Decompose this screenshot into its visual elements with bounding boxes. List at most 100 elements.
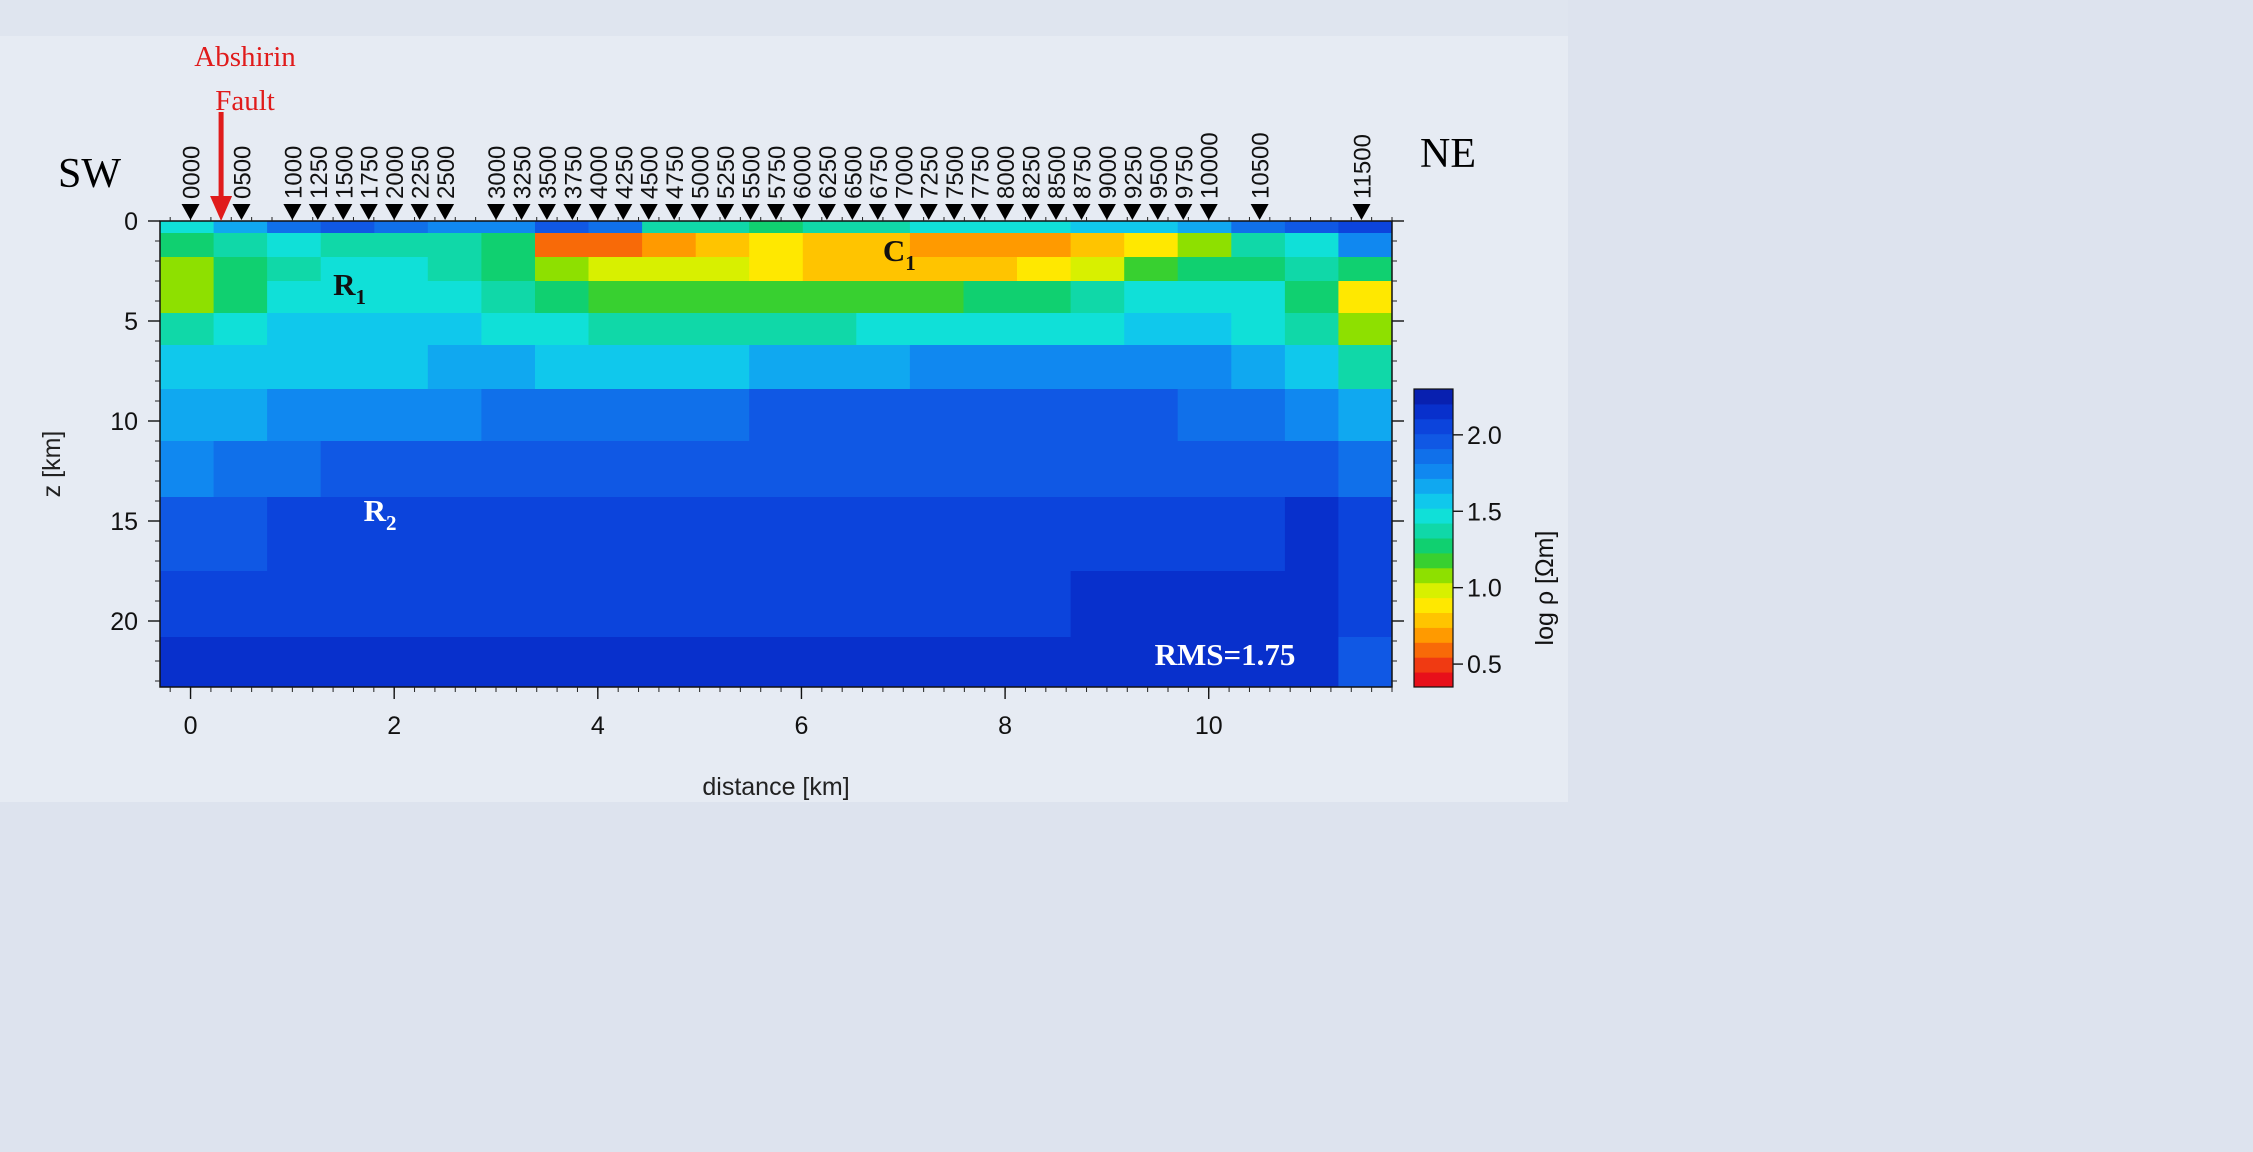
station-marker bbox=[537, 204, 556, 220]
colorbar-tick-label: 0.5 bbox=[1467, 651, 1502, 679]
model-cell bbox=[1284, 637, 1340, 687]
model-cell bbox=[588, 313, 643, 346]
model-cell bbox=[963, 389, 1018, 442]
rms-label: RMS=1.75 bbox=[1155, 637, 1296, 672]
model-cell bbox=[749, 257, 804, 282]
station-label: 2500 bbox=[433, 146, 460, 199]
model-cell bbox=[1070, 233, 1125, 258]
model-cell bbox=[320, 441, 375, 498]
model-cell bbox=[374, 441, 429, 498]
model-cell bbox=[1017, 313, 1072, 346]
station-marker bbox=[919, 204, 938, 220]
model-cell bbox=[749, 345, 804, 390]
model-cell bbox=[267, 571, 322, 638]
model-cell bbox=[374, 345, 429, 390]
model-cell bbox=[374, 571, 429, 638]
x-tick-label: 0 bbox=[184, 712, 198, 740]
station-label: 9500 bbox=[1146, 146, 1173, 199]
station-label: 7250 bbox=[917, 146, 944, 199]
model-cell bbox=[1284, 441, 1340, 498]
plot-frame bbox=[159, 220, 1393, 688]
model-cell bbox=[588, 257, 643, 282]
station-marker bbox=[232, 204, 251, 220]
model-cell bbox=[213, 497, 268, 572]
model-cell bbox=[1177, 221, 1232, 234]
model-cell bbox=[1231, 257, 1286, 282]
model-cell bbox=[481, 497, 536, 572]
station-label: 4250 bbox=[611, 146, 638, 199]
station-marker bbox=[970, 204, 989, 220]
model-cell bbox=[588, 233, 643, 258]
station-marker bbox=[767, 204, 785, 220]
model-cell bbox=[213, 345, 268, 390]
colorbar-swatch bbox=[1414, 642, 1453, 658]
model-cell bbox=[856, 571, 911, 638]
model-cell bbox=[695, 233, 750, 258]
model-cell bbox=[1338, 389, 1392, 442]
model-cell bbox=[213, 221, 268, 234]
model-cell bbox=[588, 389, 643, 442]
station-label: 11500 bbox=[1349, 134, 1376, 199]
model-cell bbox=[856, 221, 911, 234]
model-cell bbox=[427, 221, 482, 234]
model-cell bbox=[267, 637, 322, 687]
colorbar-swatch bbox=[1414, 657, 1453, 673]
station-label: 5250 bbox=[713, 146, 740, 199]
station-marker bbox=[614, 204, 633, 220]
model-cell bbox=[481, 441, 536, 498]
model-cell bbox=[1338, 345, 1392, 390]
model-cell bbox=[963, 345, 1018, 390]
model-cell bbox=[1231, 441, 1286, 498]
model-cell bbox=[963, 571, 1018, 638]
model-cell bbox=[802, 637, 857, 687]
model-cell bbox=[374, 389, 429, 442]
resistivity-section-figure: 0 2 4 6 8 10 0 5 10 15 20 distance [km] z [km] SW NE 0… bbox=[38, 41, 1559, 801]
model-cell bbox=[320, 571, 375, 638]
model-cell bbox=[695, 313, 750, 346]
station-marker bbox=[385, 204, 404, 220]
model-cell bbox=[1124, 497, 1179, 572]
model-cell bbox=[909, 221, 965, 234]
station-label: 6000 bbox=[789, 146, 816, 199]
model-cell bbox=[588, 637, 643, 687]
model-cell bbox=[909, 345, 965, 390]
model-cell bbox=[374, 281, 429, 314]
model-cell bbox=[802, 345, 857, 390]
model-cell bbox=[749, 281, 804, 314]
model-cell bbox=[427, 281, 482, 314]
station-label: 9250 bbox=[1120, 146, 1147, 199]
station-marker bbox=[1250, 204, 1269, 220]
station-label: 2250 bbox=[408, 146, 435, 199]
model-cell bbox=[695, 497, 750, 572]
model-cell bbox=[695, 637, 750, 687]
model-cell bbox=[909, 637, 965, 687]
model-cell bbox=[320, 345, 375, 390]
model-cell bbox=[1017, 257, 1072, 282]
model-cell bbox=[427, 313, 482, 346]
station-marker bbox=[868, 204, 887, 220]
x-tick-label: 10 bbox=[1195, 712, 1223, 740]
model-cell bbox=[802, 233, 857, 258]
station-marker bbox=[436, 204, 455, 220]
station-label: 9000 bbox=[1095, 146, 1122, 199]
model-cell bbox=[481, 571, 536, 638]
model-cell bbox=[1070, 345, 1125, 390]
model-cell bbox=[535, 345, 590, 390]
model-cell bbox=[1177, 389, 1232, 442]
y-tick-label: 0 bbox=[124, 208, 138, 236]
model-cell bbox=[642, 257, 697, 282]
model-cell bbox=[1177, 257, 1232, 282]
station-label: 10500 bbox=[1248, 132, 1275, 199]
model-cell bbox=[1177, 571, 1232, 638]
station-marker bbox=[1199, 204, 1218, 220]
model-cell bbox=[320, 257, 375, 282]
station-marker bbox=[945, 204, 964, 220]
station-label: 7750 bbox=[968, 146, 995, 199]
station-label: 1000 bbox=[280, 146, 307, 199]
model-cell bbox=[642, 233, 697, 258]
model-cell bbox=[160, 313, 215, 346]
station-label: 9750 bbox=[1171, 146, 1198, 199]
model-cell bbox=[749, 637, 804, 687]
model-cell bbox=[909, 281, 965, 314]
station-label: 8500 bbox=[1044, 146, 1071, 199]
